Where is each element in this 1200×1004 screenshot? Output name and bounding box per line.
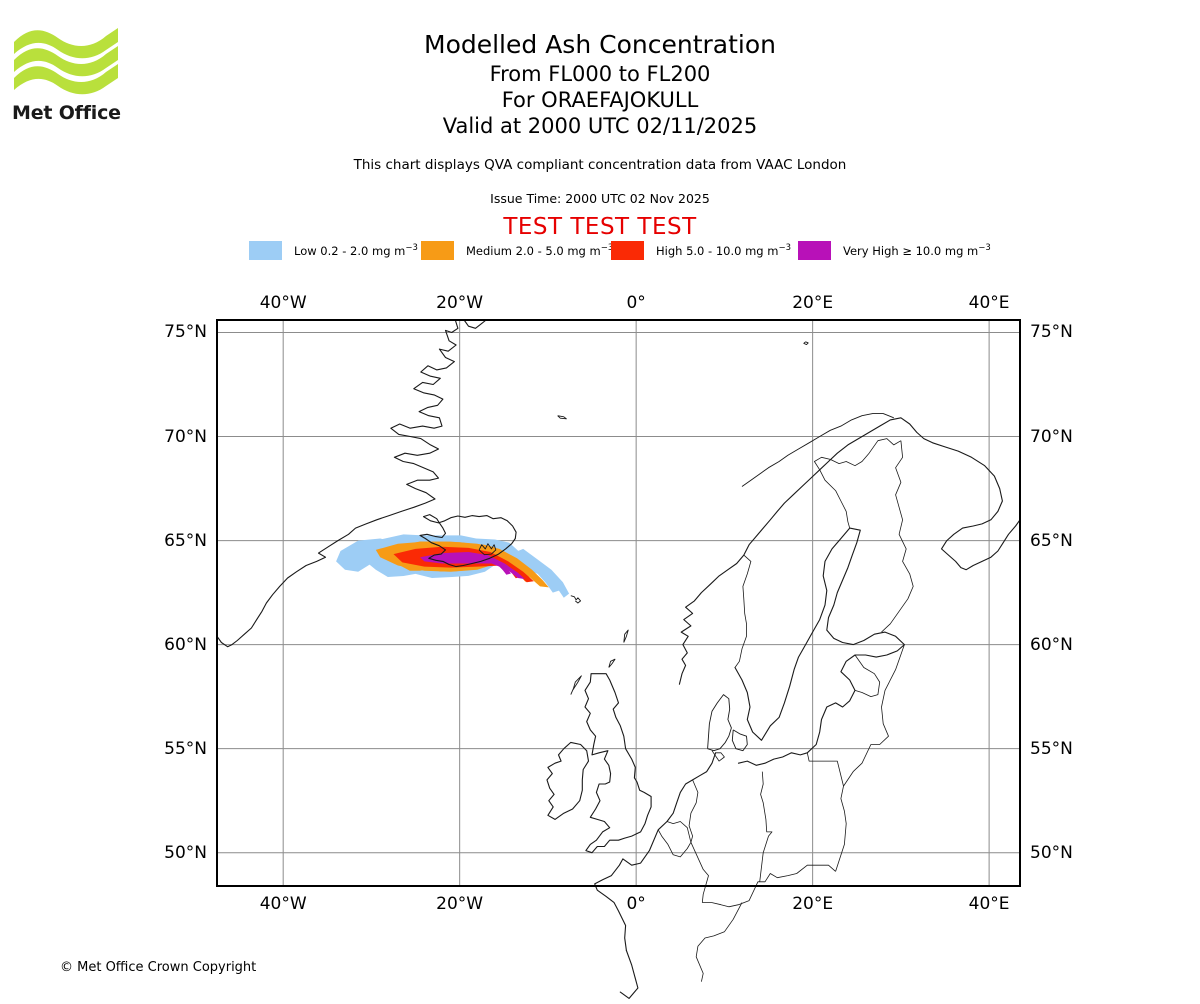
coastline-ireland <box>546 741 590 820</box>
issue-time: Issue Time: 2000 UTC 02 Nov 2025 <box>490 191 710 206</box>
met-office-wordmark: Met Office <box>12 102 121 124</box>
coastline-brittany <box>594 858 627 952</box>
page-title: Modelled Ash Concentration <box>424 30 776 59</box>
lat-tick-label: 70°N <box>164 426 207 447</box>
coastline-iceland-glacier <box>478 543 497 556</box>
coastline-nw-europe <box>622 752 717 866</box>
coastline-norway-islands <box>741 413 894 487</box>
coastline-denmark <box>707 694 732 752</box>
ash-plume <box>336 534 570 598</box>
legend-swatch <box>249 240 282 260</box>
coastline-biscay-south <box>619 949 639 999</box>
coastline-bear-island <box>803 341 809 346</box>
border-norway-finland <box>814 438 902 471</box>
coastline-orkney <box>608 658 616 668</box>
map-gridlines <box>217 320 1020 886</box>
border-sweden-finland <box>819 469 851 529</box>
lon-tick-label: 20°W <box>436 293 484 313</box>
copyright-text: © Met Office Crown Copyright <box>60 960 257 975</box>
legend-item: Very High ≥ 10.0 mg m−3 <box>798 240 991 260</box>
legend-swatch <box>421 240 454 260</box>
lon-tick-label: 20°W <box>436 894 484 914</box>
border-germany-poland-czech <box>759 771 773 882</box>
legend-label: High 5.0 - 10.0 mg m−3 <box>656 243 791 258</box>
legend-swatch <box>611 240 644 260</box>
coastline-baltic <box>734 527 905 766</box>
lat-tick-label: 60°N <box>1030 634 1073 655</box>
coastline-jan-mayen <box>557 415 567 420</box>
qva-note: This chart displays QVA compliant concen… <box>353 157 847 173</box>
lat-tick-label: 75°N <box>1030 322 1073 343</box>
coastline-shetland <box>623 629 629 643</box>
lat-tick-label: 50°N <box>164 842 207 863</box>
lon-tick-label: 40°W <box>259 894 307 914</box>
legend-item: Low 0.2 - 2.0 mg m−3 <box>249 240 418 260</box>
border-norway-sweden <box>734 554 752 668</box>
border-germany-netherlands <box>688 779 699 843</box>
border-belarus-baltic <box>843 644 905 787</box>
coastline-outer-hebrides <box>570 675 582 695</box>
legend-label: Low 0.2 - 2.0 mg m−3 <box>294 243 418 258</box>
met-office-waves-icon <box>14 28 118 95</box>
plume-tail-southeast <box>512 548 570 598</box>
coastline-faroe-islands <box>570 595 582 604</box>
lat-tick-label: 50°N <box>1030 842 1073 863</box>
valid-time-line: Valid at 2000 UTC 02/11/2025 <box>442 114 758 138</box>
lon-tick-label: 0° <box>626 293 646 313</box>
coastline-greenland <box>216 319 459 648</box>
flight-level-line: From FL000 to FL200 <box>489 62 711 86</box>
legend-label: Very High ≥ 10.0 mg m−3 <box>843 243 991 258</box>
plume-core-very-high <box>420 552 525 580</box>
border-finland-russia <box>881 440 914 633</box>
lon-tick-label: 20°E <box>792 894 834 914</box>
concentration-legend: Low 0.2 - 2.0 mg m−3 Medium 2.0 - 5.0 mg … <box>0 240 1200 260</box>
lon-tick-label: 20°E <box>792 293 834 313</box>
lat-tick-label: 65°N <box>1030 530 1073 551</box>
test-banner: TEST TEST TEST <box>503 214 697 240</box>
border-alpine-central <box>702 864 836 908</box>
lat-tick-label: 65°N <box>164 530 207 551</box>
lat-tick-label: 60°N <box>164 634 207 655</box>
coastline-norway-white-sea <box>678 417 1021 685</box>
lon-tick-label: 40°E <box>968 293 1010 313</box>
lat-tick-label: 75°N <box>164 322 207 343</box>
border-germany-france <box>690 842 709 903</box>
coastline-greenland-north <box>463 319 487 329</box>
legend-label: Medium 2.0 - 5.0 mg m−3 <box>466 243 614 258</box>
coastline-iceland <box>419 514 517 568</box>
plume-lobe-west <box>336 538 398 572</box>
lat-tick-label: 55°N <box>1030 738 1073 759</box>
coastline-great-britain <box>584 673 652 854</box>
volcano-line: For ORAEFAJOKULL <box>501 88 699 112</box>
coastline-zealand <box>731 729 748 752</box>
lon-tick-label: 40°W <box>259 293 307 313</box>
border-italy-alps <box>695 902 743 982</box>
legend-item: High 5.0 - 10.0 mg m−3 <box>611 240 791 260</box>
map-coastlines <box>216 319 1021 999</box>
lat-tick-label: 55°N <box>164 738 207 759</box>
map-contents <box>217 320 1020 886</box>
lat-tick-label: 70°N <box>1030 426 1073 447</box>
map-frame-border <box>216 319 1021 887</box>
legend-item: Medium 2.0 - 5.0 mg m−3 <box>421 240 613 260</box>
border-belgium <box>657 821 692 858</box>
lon-tick-label: 40°E <box>968 894 1010 914</box>
met-office-logo: Met Office <box>10 18 128 124</box>
map-background <box>217 320 1020 886</box>
border-germany-denmark <box>711 750 725 762</box>
border-baltic-states <box>854 654 881 697</box>
lon-tick-label: 0° <box>626 894 646 914</box>
legend-swatch <box>798 240 831 260</box>
